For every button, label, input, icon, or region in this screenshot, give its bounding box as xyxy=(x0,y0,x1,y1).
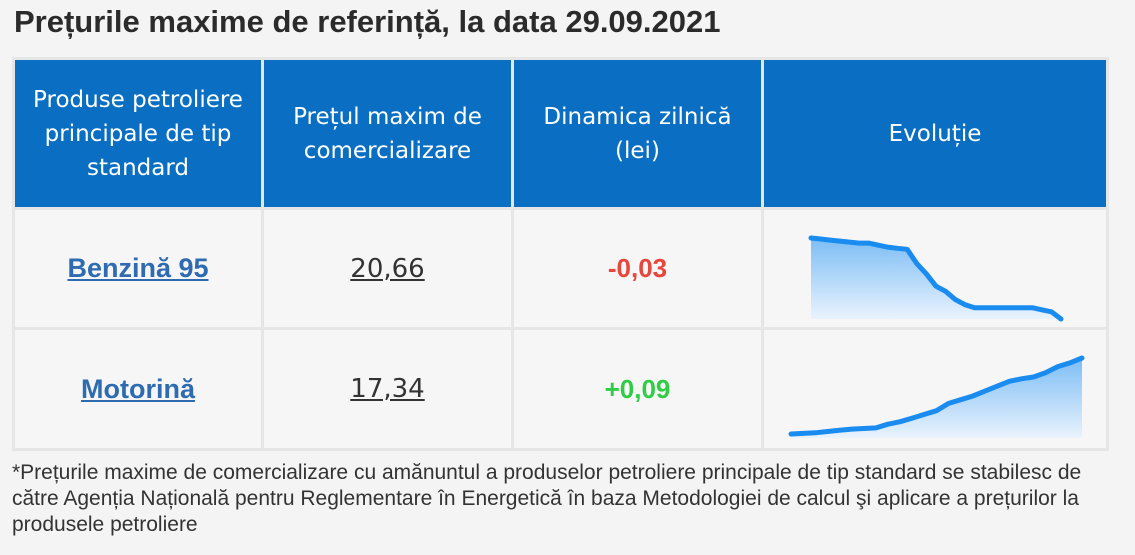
table-row-cell: 20,66 xyxy=(264,210,511,327)
product-link-benzina[interactable]: Benzină 95 xyxy=(67,253,209,283)
price-value-benzina: 20,66 xyxy=(350,253,425,284)
table-row-cell: Motorină xyxy=(15,330,261,448)
header-evolution: Evoluție xyxy=(764,60,1106,207)
sparkline-area xyxy=(791,358,1082,438)
header-price: Prețul maxim de comercializare xyxy=(264,60,511,207)
trend-sparkline-motorina xyxy=(788,355,1085,438)
daily-change-benzina: -0,03 xyxy=(607,253,668,283)
table-row-cell xyxy=(764,330,1106,448)
table-row-cell: 17,34 xyxy=(264,330,511,448)
table-row-cell: Benzină 95 xyxy=(15,210,261,327)
sparkline-line xyxy=(808,235,1064,322)
header-dynamics: Dinamica zilnică (lei) xyxy=(514,60,761,207)
price-value-motorina: 17,34 xyxy=(350,374,425,404)
product-link-motorina[interactable]: Motorină xyxy=(81,373,195,404)
table-row-cell: +0,09 xyxy=(514,330,761,448)
table-row-cell xyxy=(764,210,1106,327)
footnote: *Prețurile maxime de comercializare cu a… xyxy=(12,461,1082,536)
sparkline-line xyxy=(788,355,1085,437)
daily-change-motorina: +0,09 xyxy=(604,373,671,404)
trend-sparkline-benzina xyxy=(808,235,1064,322)
prices-table: Produse petroliere principale de tip sta… xyxy=(12,57,1109,451)
page-title: Prețurile maxime de referință, la data 2… xyxy=(14,4,721,39)
sparkline-area xyxy=(811,238,1061,319)
header-product: Produse petroliere principale de tip sta… xyxy=(15,60,261,207)
table-row-cell: -0,03 xyxy=(514,210,761,327)
